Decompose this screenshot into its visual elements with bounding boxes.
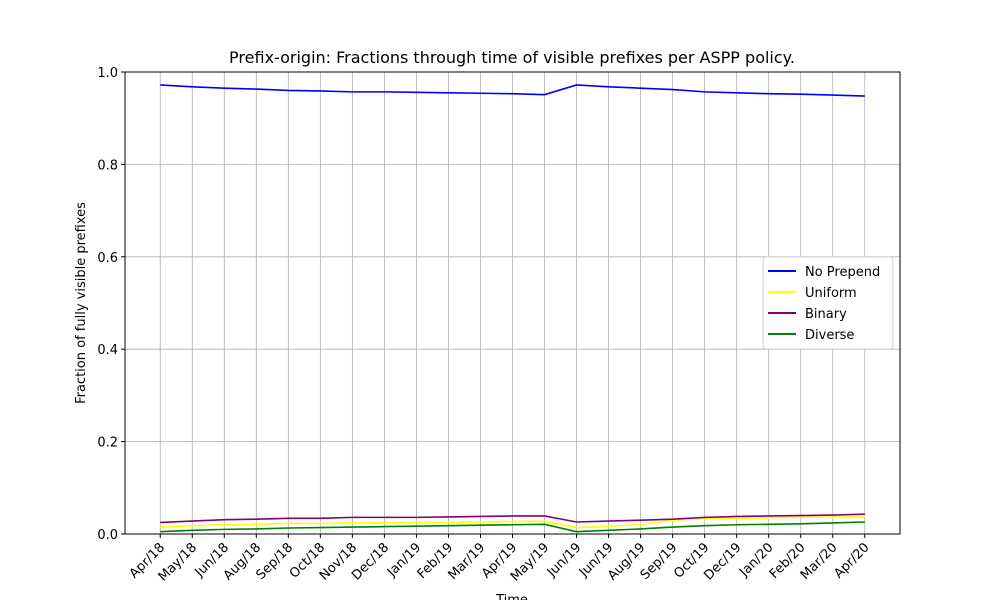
- y-axis-label: Fraction of fully visible prefixes: [74, 202, 89, 404]
- series-line: [160, 515, 865, 529]
- y-tick-label: 0.6: [97, 251, 118, 266]
- x-axis-label: Time: [495, 593, 528, 600]
- legend-label: Uniform: [805, 286, 857, 301]
- legend-label: Diverse: [805, 328, 854, 343]
- series-line: [160, 513, 865, 524]
- series-line: [160, 521, 865, 533]
- y-tick-label: 1.0: [97, 66, 118, 81]
- y-tick-label: 0.4: [97, 343, 118, 358]
- x-tick-label: Apr/20: [831, 540, 872, 581]
- legend-label: Binary: [805, 307, 847, 322]
- plot-frame: [124, 71, 901, 535]
- x-tick-label: Jun/19: [544, 540, 584, 580]
- y-tick-label: 0.2: [97, 436, 118, 451]
- legend-label: No Prepend: [805, 265, 880, 280]
- y-tick-label: 0.8: [97, 158, 118, 173]
- chart-title: Prefix-origin: Fractions through time of…: [229, 48, 795, 67]
- y-tick-label: 0.0: [97, 528, 118, 543]
- legend-box: [762, 256, 894, 350]
- series-line: [160, 84, 865, 97]
